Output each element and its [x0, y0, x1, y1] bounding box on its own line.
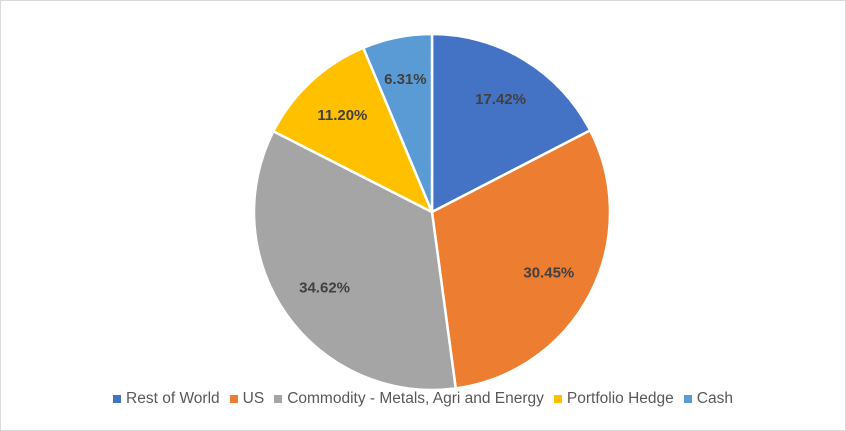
- pie-data-labels: 17.42% 30.45% 34.62% 11.20% 6.31%: [299, 71, 574, 297]
- pie-slice-commodity: [252, 130, 458, 392]
- pie-slice-rest-of-world: [430, 32, 592, 214]
- legend-swatch-commodity: [274, 395, 283, 403]
- legend-swatch-rest-of-world: [113, 395, 122, 403]
- chart-legend: Rest of World US Commodity - Metals, Agr…: [1, 390, 845, 408]
- legend-label-cash: Cash: [696, 390, 733, 407]
- pie-slice-us: [430, 129, 612, 390]
- data-label-us: 30.45%: [523, 264, 574, 281]
- legend-label-rest-of-world: Rest of World: [126, 390, 220, 407]
- legend-label-commodity: Commodity - Metals, Agri and Energy: [287, 390, 544, 407]
- legend-item-rest-of-world: Rest of World: [113, 390, 220, 408]
- legend-item-us: US: [229, 390, 265, 408]
- legend-swatch-us: [229, 395, 238, 403]
- legend-swatch-portfolio-hedge: [553, 395, 562, 403]
- legend-item-cash: Cash: [683, 390, 733, 408]
- pie-slice-cash: [362, 32, 434, 214]
- data-label-cash: 6.31%: [384, 71, 427, 88]
- legend-label-us: US: [242, 390, 265, 407]
- data-label-rest-of-world: 17.42%: [475, 91, 526, 108]
- legend-item-portfolio-hedge: Portfolio Hedge: [553, 390, 674, 408]
- legend-swatch-cash: [683, 395, 692, 403]
- data-label-portfolio-hedge: 11.20%: [317, 107, 367, 124]
- pie-slice-portfolio-hedge: [272, 46, 434, 214]
- legend-item-commodity: Commodity - Metals, Agri and Energy: [274, 390, 544, 408]
- legend-label-portfolio-hedge: Portfolio Hedge: [566, 390, 674, 407]
- pie-slices: [252, 32, 612, 392]
- data-label-commodity: 34.62%: [299, 280, 350, 297]
